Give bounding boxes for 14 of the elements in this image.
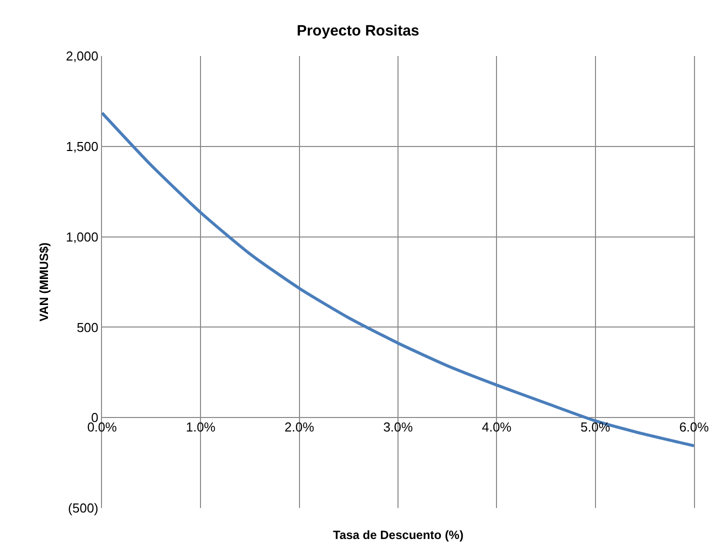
y-tick-label: 2,000 — [66, 48, 98, 64]
x-axis-title: Tasa de Descuento (%) — [333, 528, 464, 542]
y-tick-label: 1,000 — [66, 229, 98, 244]
x-tick-label: 4.0% — [482, 420, 512, 435]
chart-title: Proyecto Rositas — [296, 22, 420, 40]
x-tick-label: 1.0% — [186, 420, 216, 435]
y-tick-label: (500) — [68, 500, 98, 516]
x-tick-label: 6.0% — [679, 420, 710, 435]
x-tick-label: 5.0% — [580, 420, 611, 435]
y-tick-label: 500 — [76, 320, 98, 335]
x-tick-label: 2.0% — [284, 420, 315, 435]
y-axis-title: VAN (MMUS$) — [37, 242, 52, 322]
x-tick-label: 3.0% — [383, 420, 414, 435]
y-tick-label: 1,500 — [66, 138, 98, 154]
